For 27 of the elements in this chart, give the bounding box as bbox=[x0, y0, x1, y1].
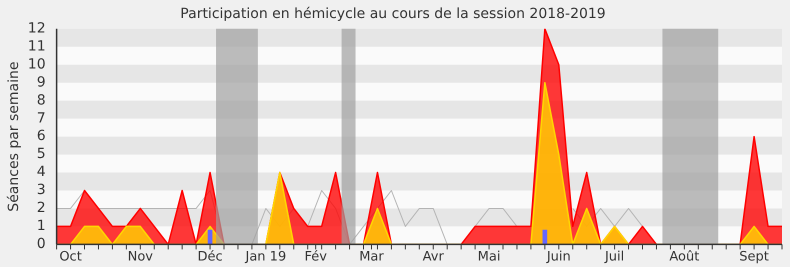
y-tick-label: 7 bbox=[36, 110, 46, 126]
y-axis-title: Séances par semaine bbox=[6, 62, 22, 212]
x-tick-label: Juil bbox=[604, 250, 624, 265]
x-tick-label: Sept bbox=[739, 250, 769, 265]
y-tick-label: 3 bbox=[36, 182, 46, 198]
y-tick-label: 5 bbox=[36, 146, 46, 162]
y-tick-label: 1 bbox=[36, 218, 46, 234]
x-tick-label: Mai bbox=[478, 250, 500, 265]
y-tick-label: 12 bbox=[28, 20, 46, 36]
y-tick-label: 2 bbox=[36, 200, 46, 216]
y-tick-label: 0 bbox=[36, 236, 46, 252]
y-tick-label: 11 bbox=[28, 38, 46, 54]
x-tick-label: Fév bbox=[304, 250, 328, 265]
x-tick-label: Déc bbox=[197, 250, 223, 265]
x-tick-label: Mar bbox=[359, 250, 384, 265]
y-tick-label: 10 bbox=[28, 56, 46, 72]
x-tick-label: Oct bbox=[59, 250, 82, 265]
x-tick-label: Avr bbox=[422, 250, 444, 265]
x-tick-label: Jan 19 bbox=[244, 250, 286, 265]
x-tick-label: Nov bbox=[128, 250, 154, 265]
y-tick-label: 6 bbox=[36, 128, 46, 144]
y-tick-label: 8 bbox=[36, 92, 46, 108]
x-tick-label: Août bbox=[669, 250, 700, 265]
y-tick-label: 9 bbox=[36, 74, 46, 90]
chart-title: Participation en hémicycle au cours de la session 2018-2019 bbox=[180, 6, 606, 22]
x-tick-label: Juin bbox=[546, 250, 571, 265]
y-tick-label: 4 bbox=[36, 164, 46, 180]
